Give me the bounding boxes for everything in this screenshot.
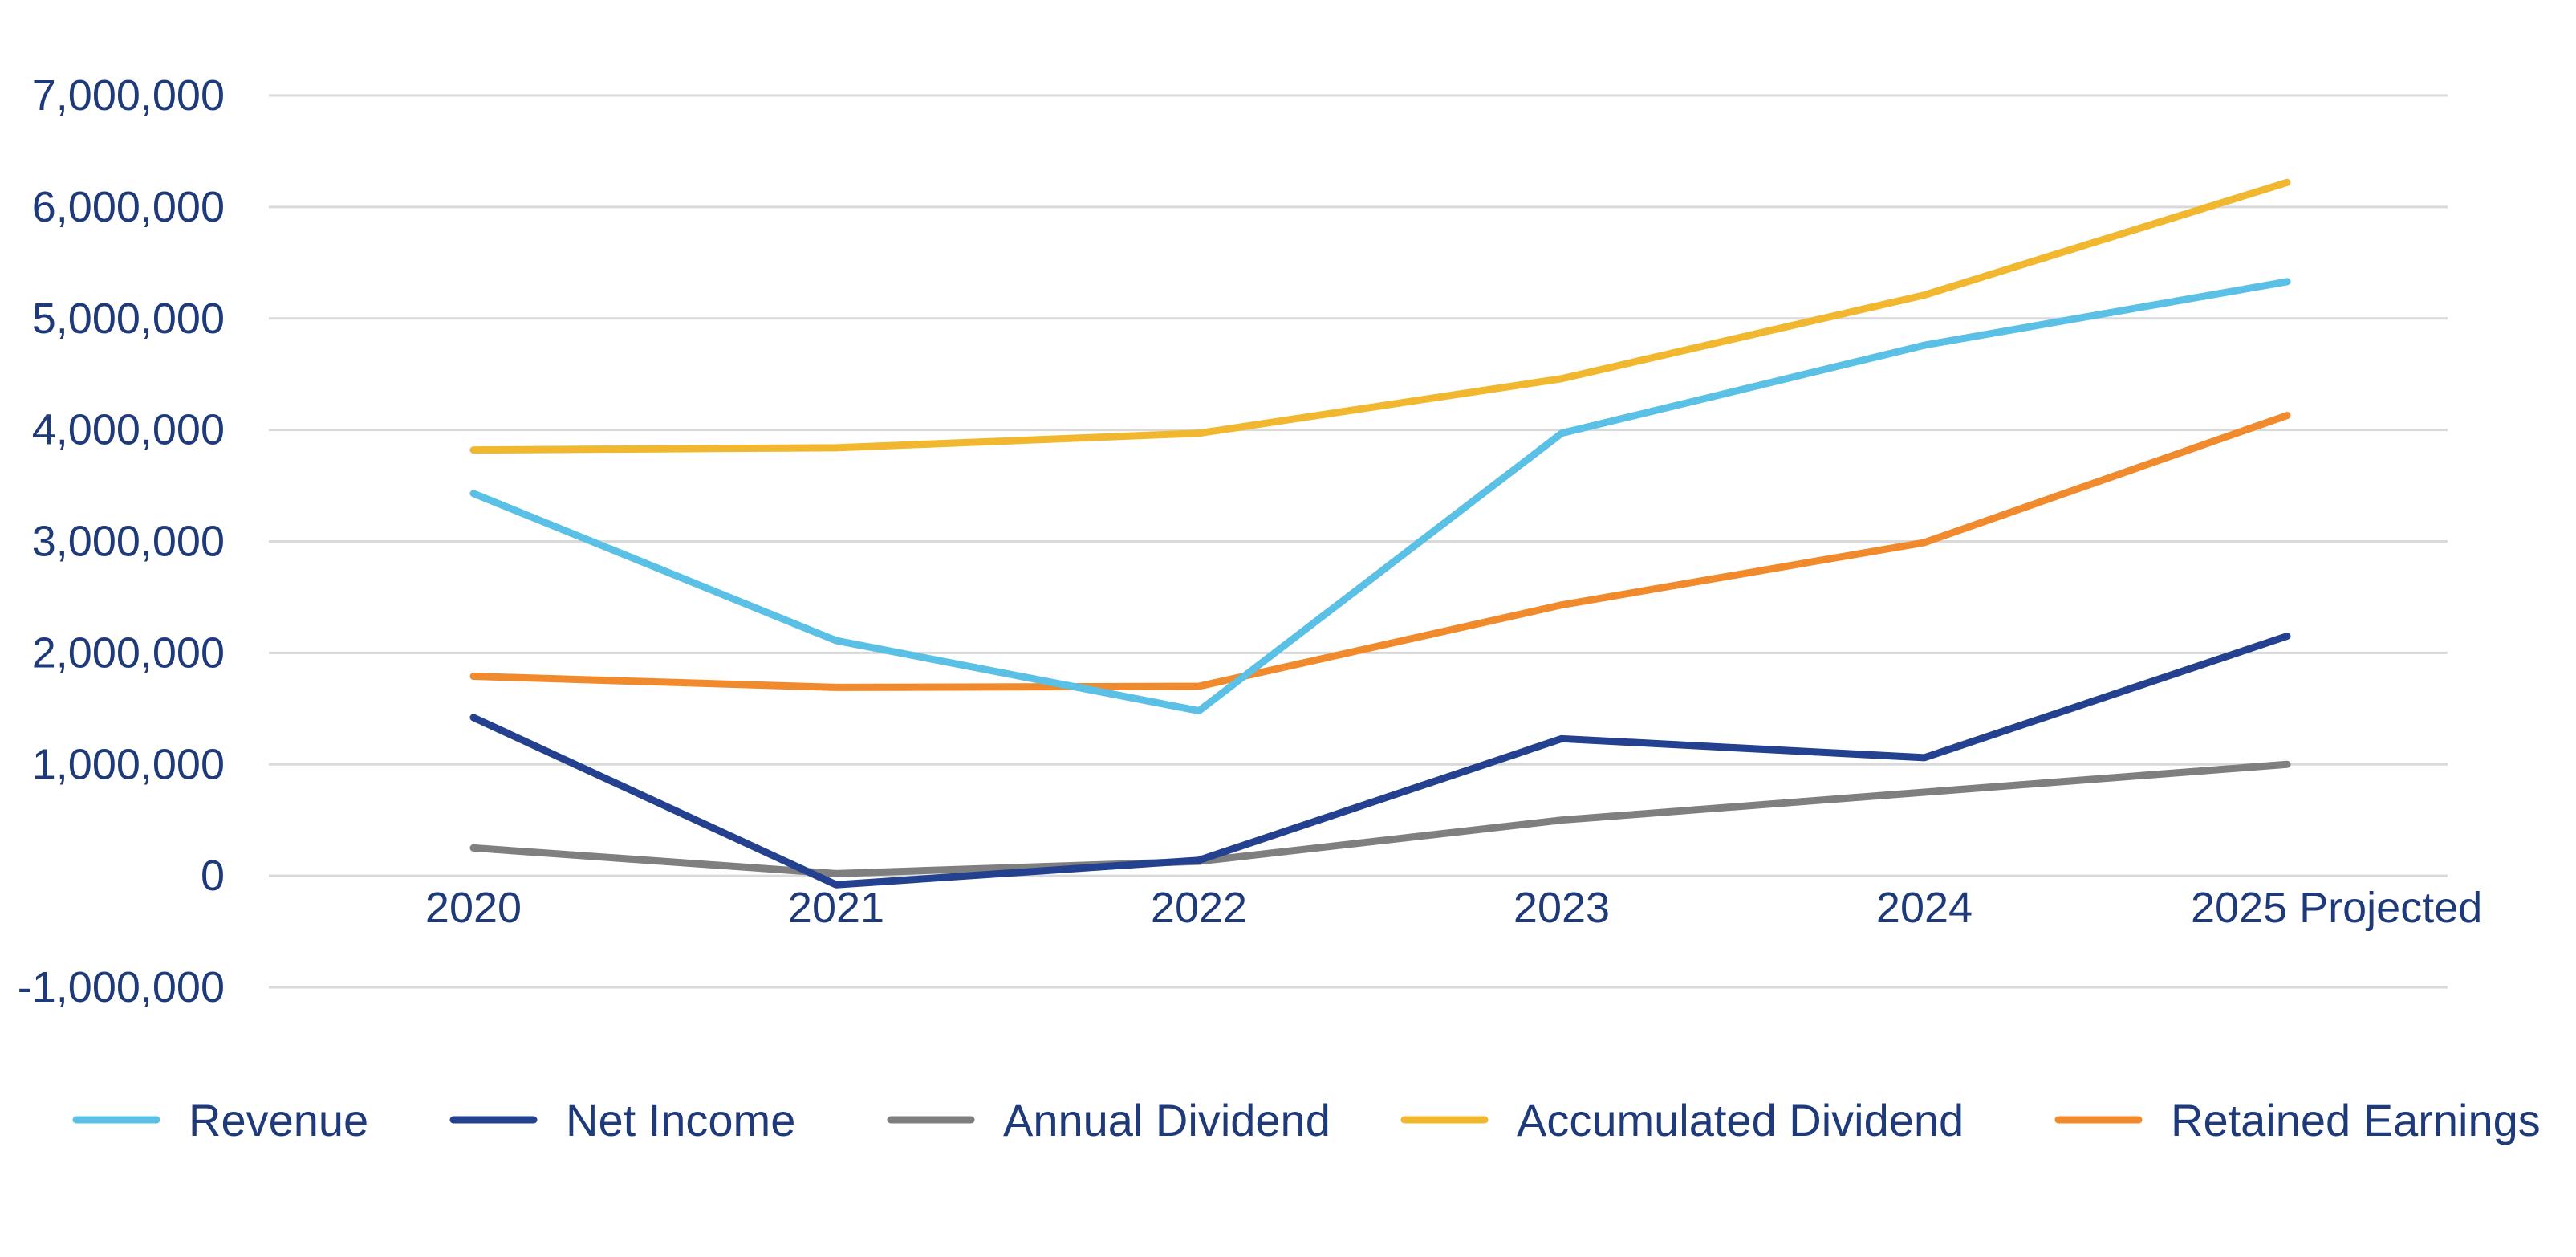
legend-label-accumulated-dividend: Accumulated Dividend: [1517, 1095, 1964, 1145]
x-tick-label: 2022: [1151, 884, 1247, 932]
y-tick-label: 0: [201, 852, 225, 900]
x-tick-label: 2025 Projected: [2191, 884, 2482, 932]
y-tick-label: 5,000,000: [32, 295, 225, 343]
y-tick-label: 3,000,000: [32, 518, 225, 566]
legend-label-retained-earnings: Retained Earnings: [2171, 1095, 2541, 1145]
legend-label-revenue: Revenue: [189, 1095, 368, 1145]
y-tick-label: 6,000,000: [32, 183, 225, 231]
legend-label-annual-dividend: Annual Dividend: [1003, 1095, 1331, 1145]
series-line-retained-earnings: [469, 412, 2291, 691]
x-tick-label: 2024: [1876, 884, 1973, 932]
series-line-net-income: [469, 633, 2291, 889]
legend-label-net-income: Net Income: [566, 1095, 795, 1145]
y-axis-tick-labels: 7,000,000 6,000,000 5,000,000 4,000,000 3,00…: [18, 71, 225, 1011]
series-line-accumulated-dividend: [469, 178, 2291, 454]
y-tick-label: 7,000,000: [32, 71, 225, 120]
series-line-revenue: [469, 278, 2291, 715]
x-tick-label: 2023: [1514, 884, 1610, 932]
series-line-annual-dividend: [469, 760, 2291, 877]
y-tick-label: 4,000,000: [32, 406, 225, 454]
series-lines: [469, 178, 2291, 889]
x-tick-label: 2020: [425, 884, 522, 932]
y-tick-label: 2,000,000: [32, 628, 225, 677]
legend: Revenue Net Income Annual Dividend Accumula…: [72, 1095, 2541, 1145]
y-tick-label: 1,000,000: [32, 740, 225, 788]
x-tick-label: 2021: [788, 884, 884, 932]
y-tick-label: -1,000,000: [18, 963, 225, 1011]
x-axis-tick-labels: 2020 2021 2022 2023 2024 2025 Projected: [425, 884, 2482, 932]
